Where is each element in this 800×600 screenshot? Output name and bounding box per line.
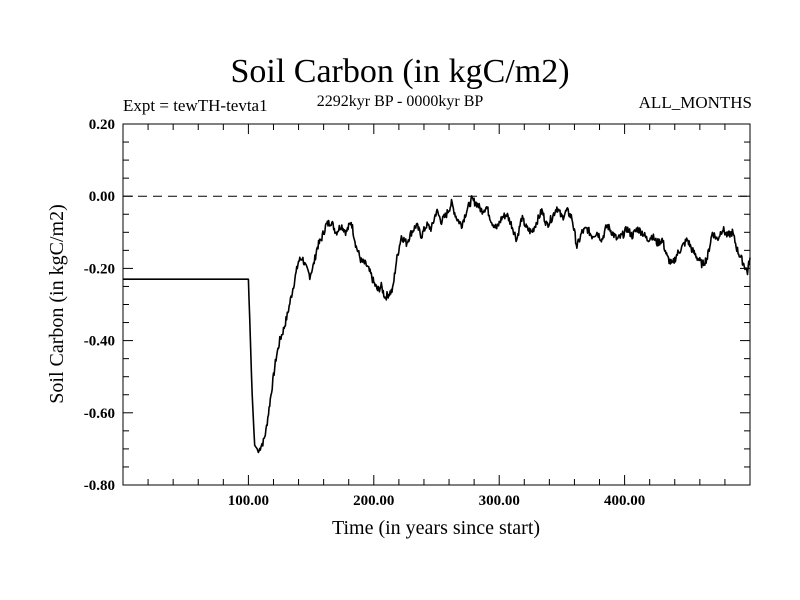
x-tick-label: 400.00 (604, 493, 645, 509)
series-line-soil-carbon (123, 195, 751, 454)
y-tick-label: 0.00 (89, 189, 115, 205)
y-tick-label: -0.20 (84, 261, 115, 277)
minor-ticks (123, 124, 750, 485)
y-tick-label: -0.40 (84, 334, 115, 350)
tick-labels: 100.00 200.00 300.00 400.00 0.20 0.00 -0.20 -0.… (84, 117, 645, 509)
y-axis-label: Soil Carbon (in kgC/m2) (46, 204, 68, 403)
x-axis-label: Time (in years since start) (332, 517, 540, 539)
y-tick-label: -0.60 (84, 406, 115, 422)
data-layer (123, 195, 751, 454)
plot-frame (122, 123, 751, 486)
experiment-label: Expt = tewTH-tevta1 (123, 96, 268, 115)
y-tick-label: 0.20 (89, 117, 115, 133)
x-tick-label: 200.00 (353, 493, 394, 509)
x-tick-label: 300.00 (479, 493, 520, 509)
months-label: ALL_MONTHS (638, 93, 752, 112)
chart-subtitle: 2292kyr BP - 0000kyr BP (316, 93, 484, 110)
chart-title: Soil Carbon (in kgC/m2) (230, 53, 570, 90)
x-tick-label: 100.00 (228, 493, 269, 509)
y-tick-label: -0.80 (84, 478, 115, 494)
